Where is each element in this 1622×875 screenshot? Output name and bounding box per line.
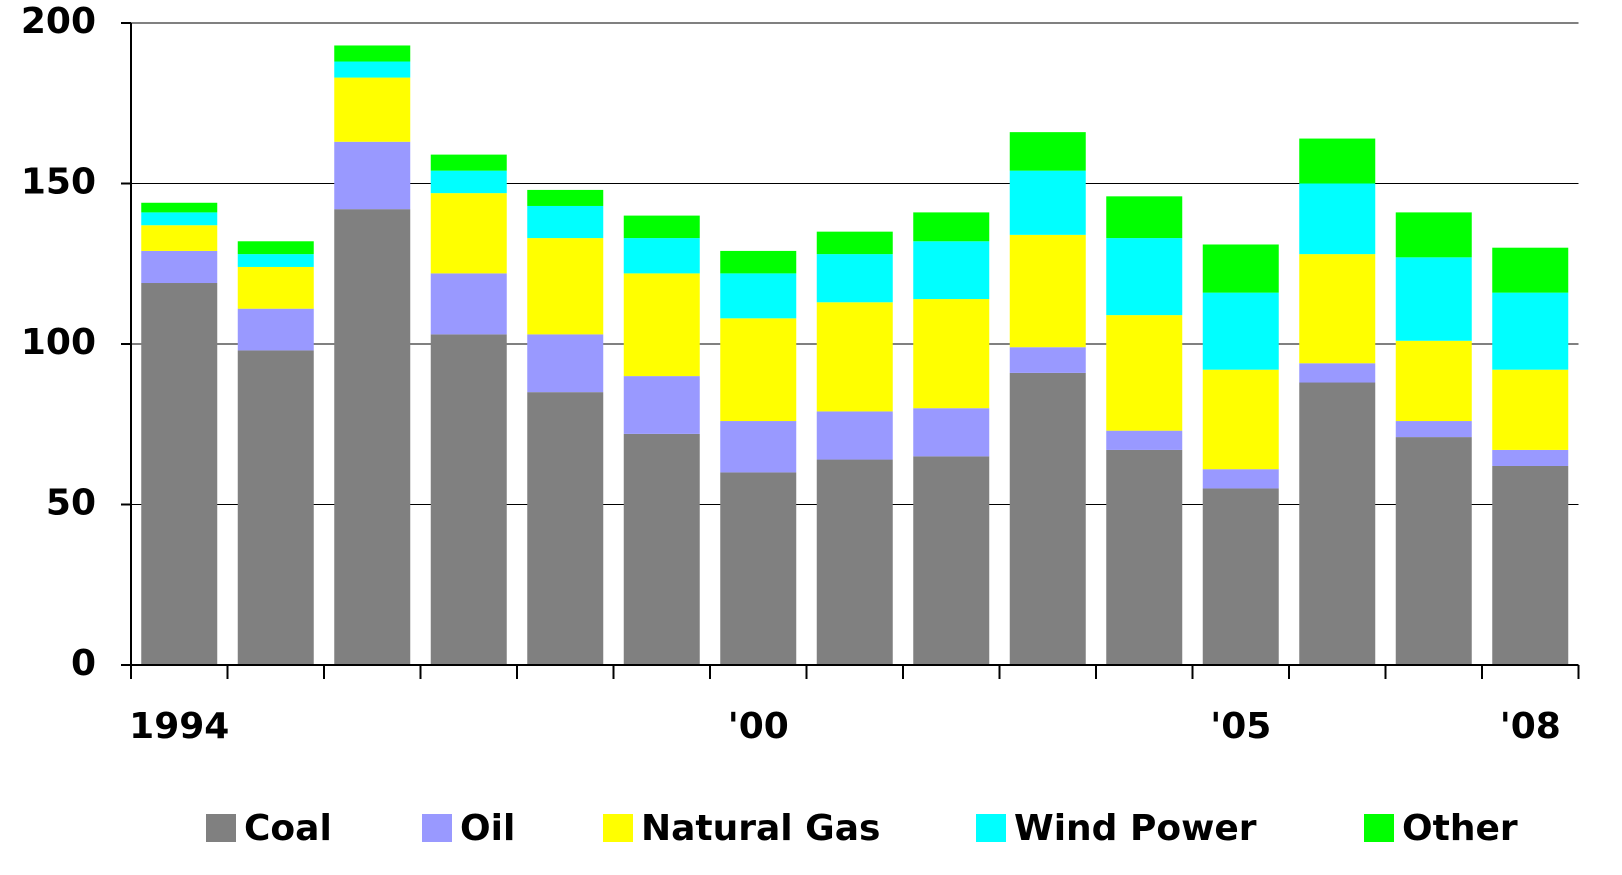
legend-label: Other: [1402, 808, 1518, 849]
bar-segment: [1492, 449, 1569, 466]
bar-segment: [141, 202, 218, 213]
bar-segment: [237, 266, 314, 309]
bar-segment: [334, 77, 411, 142]
bar-segment: [1202, 488, 1279, 665]
bar-segment: [1492, 465, 1569, 665]
bar-segment: [816, 254, 893, 303]
bar-segment: [913, 212, 990, 242]
bar-segment: [1492, 247, 1569, 293]
bar-segment: [334, 61, 411, 78]
y-tick-label: 150: [21, 162, 96, 203]
bar-segment: [1106, 238, 1183, 316]
bar-segment: [623, 376, 700, 434]
bar-segment: [237, 254, 314, 267]
bar-segment: [623, 273, 700, 377]
bar-segment: [237, 308, 314, 351]
x-tick-label: '00: [728, 706, 789, 747]
bar-segment: [913, 299, 990, 409]
legend-label: Wind Power: [1014, 808, 1257, 849]
bar-segment: [430, 334, 507, 665]
bar-segment: [1395, 340, 1472, 422]
bar-segment: [1299, 382, 1376, 665]
bar-segment: [527, 189, 604, 206]
bar-segment: [913, 408, 990, 457]
bar-segment: [1299, 363, 1376, 383]
bar-segment: [1299, 254, 1376, 364]
bar-segment: [1202, 469, 1279, 489]
y-tick-label: 50: [46, 483, 96, 524]
bar-segment: [1395, 212, 1472, 258]
bar-segment: [527, 334, 604, 393]
bar-segment: [720, 421, 797, 473]
x-tick-label: '08: [1500, 706, 1561, 747]
bar-segment: [720, 472, 797, 665]
bar-segment: [1395, 257, 1472, 341]
bar-segment: [334, 141, 411, 210]
bar-segment: [1009, 347, 1086, 373]
legend-swatch: [1364, 814, 1394, 842]
bar-segment: [1106, 449, 1183, 665]
bar-segment: [1299, 138, 1376, 184]
legend-label: Natural Gas: [641, 808, 880, 849]
bar-segment: [527, 238, 604, 335]
bar-segment: [334, 209, 411, 665]
legend-swatch: [603, 814, 633, 842]
bar-segment: [1009, 372, 1086, 665]
bar-segment: [237, 241, 314, 255]
bar-segment: [1299, 183, 1376, 255]
y-tick-label: 200: [21, 1, 96, 42]
bar-segment: [816, 231, 893, 255]
bar-segment: [1106, 196, 1183, 239]
y-tick-label: 0: [71, 643, 96, 684]
bar-segment: [1106, 315, 1183, 431]
legend-swatch: [206, 814, 236, 842]
bar-segment: [816, 411, 893, 460]
bar-segment: [334, 45, 411, 62]
bar-segment: [1492, 369, 1569, 450]
bar-segment: [141, 250, 218, 284]
bar-segment: [1202, 292, 1279, 370]
y-tick-label: 100: [21, 322, 96, 363]
x-tick-label: 1994: [129, 706, 229, 747]
bar-segment: [430, 193, 507, 274]
bar-segment: [720, 318, 797, 422]
bar-segment: [1492, 292, 1569, 370]
bar-segment: [1106, 430, 1183, 450]
bar-segment: [1202, 244, 1279, 293]
bar-segment: [913, 241, 990, 300]
bar-segment: [913, 456, 990, 665]
bar-segment: [1202, 369, 1279, 470]
legend-label: Oil: [460, 808, 515, 849]
legend-swatch: [976, 814, 1006, 842]
bar-segment: [141, 225, 218, 251]
bar-segment: [720, 250, 797, 274]
bar-segment: [623, 433, 700, 665]
bar-segment: [430, 273, 507, 335]
bar-segment: [720, 273, 797, 319]
bar-segment: [430, 154, 507, 171]
x-tick-label: '05: [1210, 706, 1271, 747]
bar-segment: [1009, 170, 1086, 235]
bar-segment: [816, 459, 893, 665]
legend-swatch: [422, 814, 452, 842]
bar-segment: [527, 392, 604, 665]
legend-label: Coal: [244, 808, 332, 849]
bar-segment: [1395, 437, 1472, 665]
bar-segment: [816, 302, 893, 412]
bar-segment: [527, 205, 604, 239]
bar-segment: [141, 283, 218, 665]
bar-segment: [141, 212, 218, 226]
bar-segment: [430, 170, 507, 194]
bar-segment: [623, 215, 700, 239]
bar-segment: [1009, 234, 1086, 348]
bar-segment: [1009, 132, 1086, 171]
bar-segment: [623, 238, 700, 274]
bar-segment: [237, 350, 314, 665]
bar-segment: [1395, 421, 1472, 438]
